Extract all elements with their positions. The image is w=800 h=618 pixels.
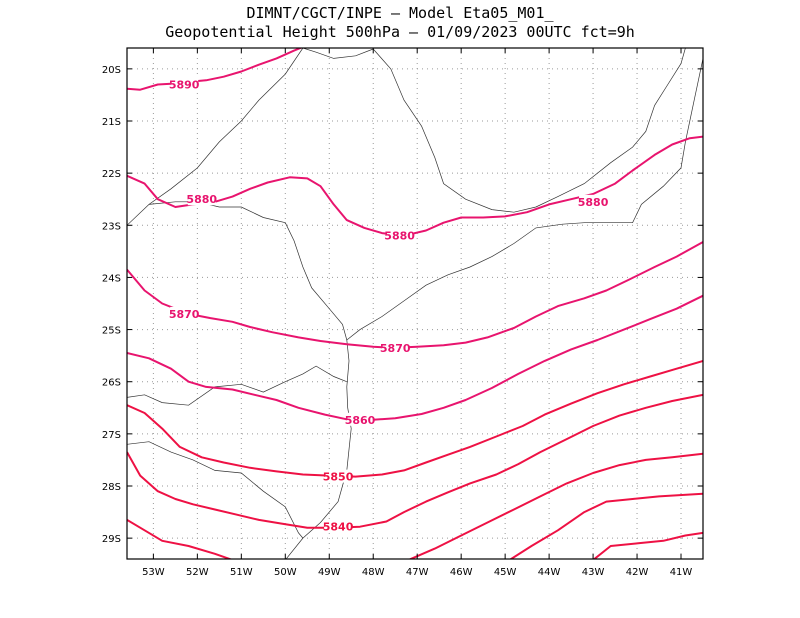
y-tick-label: 20S — [102, 65, 121, 76]
contour-label-bg — [324, 469, 353, 483]
x-tick-label: 43W — [582, 567, 605, 578]
contour-label: 5880 — [578, 196, 609, 209]
contour-line-5850 — [127, 359, 703, 478]
contour-label: 5840 — [323, 521, 354, 534]
y-tick-label: 21S — [102, 117, 121, 128]
x-tick-label: 46W — [450, 567, 473, 578]
y-tick-label: 26S — [102, 378, 121, 389]
title-line-1: DIMNT/CGCT/INPE – Model Eta05_M01_ — [246, 4, 554, 22]
x-tick-label: 50W — [274, 567, 297, 578]
contour-line-5830 — [127, 519, 233, 559]
contour-label-bg — [324, 519, 353, 533]
boundary-line — [372, 48, 536, 213]
contour-label-bg — [170, 77, 199, 91]
contour-label: 5850 — [323, 471, 354, 484]
x-tick-label: 49W — [318, 567, 341, 578]
y-tick-label: 23S — [102, 221, 121, 232]
contour-label: 5890 — [169, 79, 200, 92]
contour-line-5820 — [509, 492, 703, 559]
y-tick-label: 27S — [102, 430, 121, 441]
contour-label: 5880 — [384, 230, 415, 243]
y-tick-label: 24S — [102, 273, 121, 284]
y-tick-label: 28S — [102, 482, 121, 493]
boundary-line — [346, 58, 703, 341]
contour-line-5830 — [408, 452, 703, 559]
contour-label: 5880 — [186, 193, 217, 206]
boundary-line — [127, 365, 347, 406]
contour-line-5840 — [127, 393, 703, 529]
x-tick-label: 44W — [538, 567, 561, 578]
title-line-2: Geopotential Height 500hPa – 01/09/2023 … — [165, 23, 635, 41]
contour-label-bg — [579, 194, 608, 208]
contour-label: 5870 — [169, 308, 200, 321]
contour-line-5890 — [127, 48, 304, 91]
contour-label: 5860 — [345, 414, 376, 427]
contour-line-5880 — [127, 135, 703, 237]
y-tick-label: 29S — [102, 534, 121, 545]
x-tick-label: 45W — [494, 567, 517, 578]
x-tick-label: 53W — [142, 567, 165, 578]
x-tick-label: 47W — [406, 567, 429, 578]
contour-label-bg — [381, 340, 410, 354]
boundary-line — [535, 48, 686, 208]
boundary-line — [302, 48, 374, 59]
map-title: DIMNT/CGCT/INPE – Model Eta05_M01_ Geopo… — [0, 4, 800, 42]
x-tick-label: 51W — [230, 567, 253, 578]
y-tick-label: 22S — [102, 169, 121, 180]
contour-label-bg — [187, 192, 216, 206]
contour-label-bg — [170, 306, 199, 320]
contour-label-bg — [346, 412, 375, 426]
boundary-line — [127, 441, 304, 539]
x-tick-label: 42W — [626, 567, 649, 578]
x-tick-label: 48W — [362, 567, 385, 578]
contour-label: 5870 — [380, 342, 411, 355]
y-tick-label: 25S — [102, 326, 121, 337]
x-tick-label: 52W — [186, 567, 209, 578]
x-tick-label: 41W — [670, 567, 693, 578]
contour-line-5810 — [592, 531, 703, 559]
contour-label-bg — [385, 228, 414, 242]
boundary-line — [127, 48, 304, 226]
contour-line-5860 — [127, 294, 703, 421]
plot-frame — [126, 47, 704, 560]
